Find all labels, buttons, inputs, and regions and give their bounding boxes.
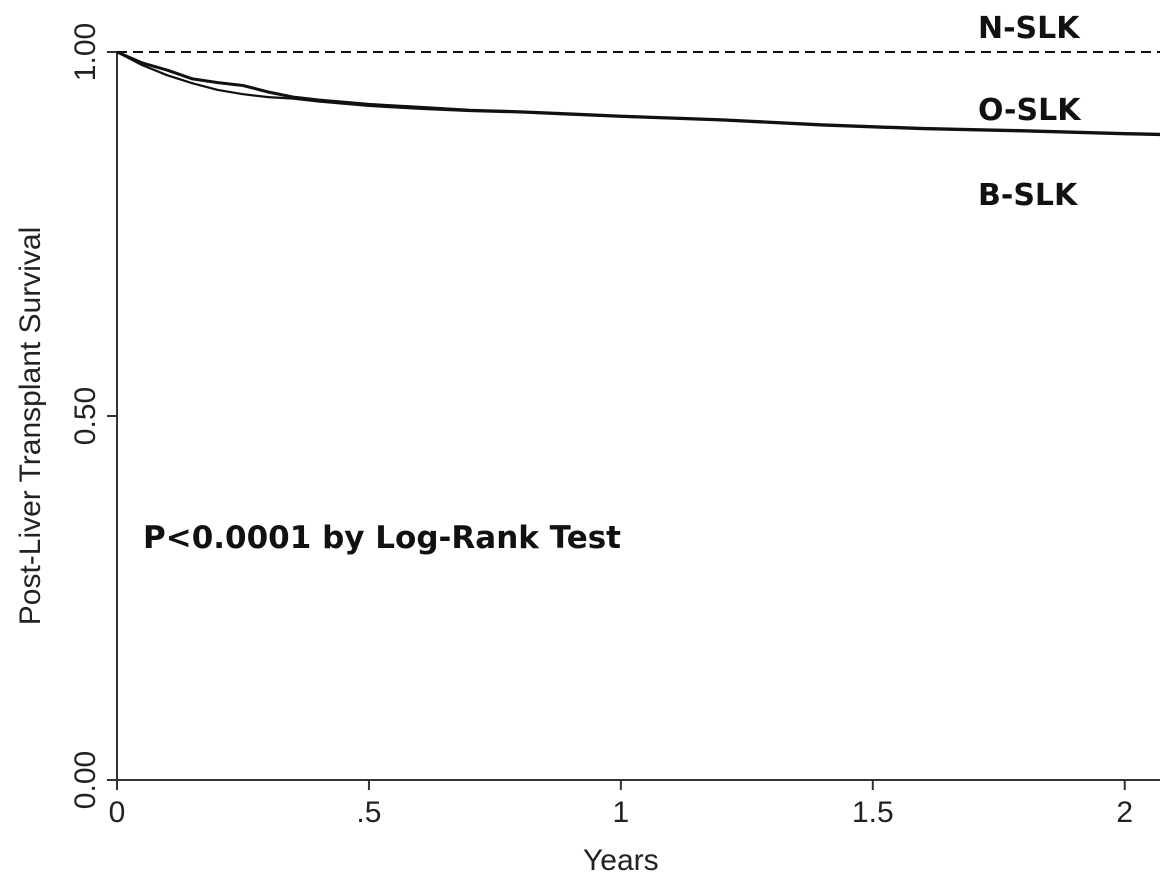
x-tick-label: 0 bbox=[109, 796, 126, 829]
x-axis-title: Years bbox=[583, 844, 659, 877]
series-label-o-slk: O-SLK bbox=[978, 93, 1082, 128]
labels-layer: N-SLK O-SLK B-SLK P<0.0001 by Log-Rank Test bbox=[143, 11, 1082, 556]
series-label-n-slk: N-SLK bbox=[978, 11, 1081, 46]
x-tick-label: 1.5 bbox=[852, 796, 894, 829]
x-tick-label: 1 bbox=[613, 796, 630, 829]
x-tick-label: .5 bbox=[356, 796, 381, 829]
y-tick-label: 0.00 bbox=[69, 751, 102, 809]
y-tick-label: 0.50 bbox=[69, 387, 102, 445]
x-tick-label: 2 bbox=[1116, 796, 1133, 829]
axes: 0 .5 1 1.5 2 0.00 0.50 1.00 Years Post-Liver Tran… bbox=[14, 23, 1160, 877]
series-label-b-slk: B-SLK bbox=[978, 178, 1079, 213]
y-axis-title: Post-Liver Transplant Survival bbox=[14, 227, 47, 626]
annotation-pvalue: P<0.0001 by Log-Rank Test bbox=[143, 520, 621, 556]
y-tick-label: 1.00 bbox=[69, 23, 102, 81]
series-layer bbox=[116, 50, 1161, 137]
series-line-b-slk bbox=[116, 51, 1161, 137]
